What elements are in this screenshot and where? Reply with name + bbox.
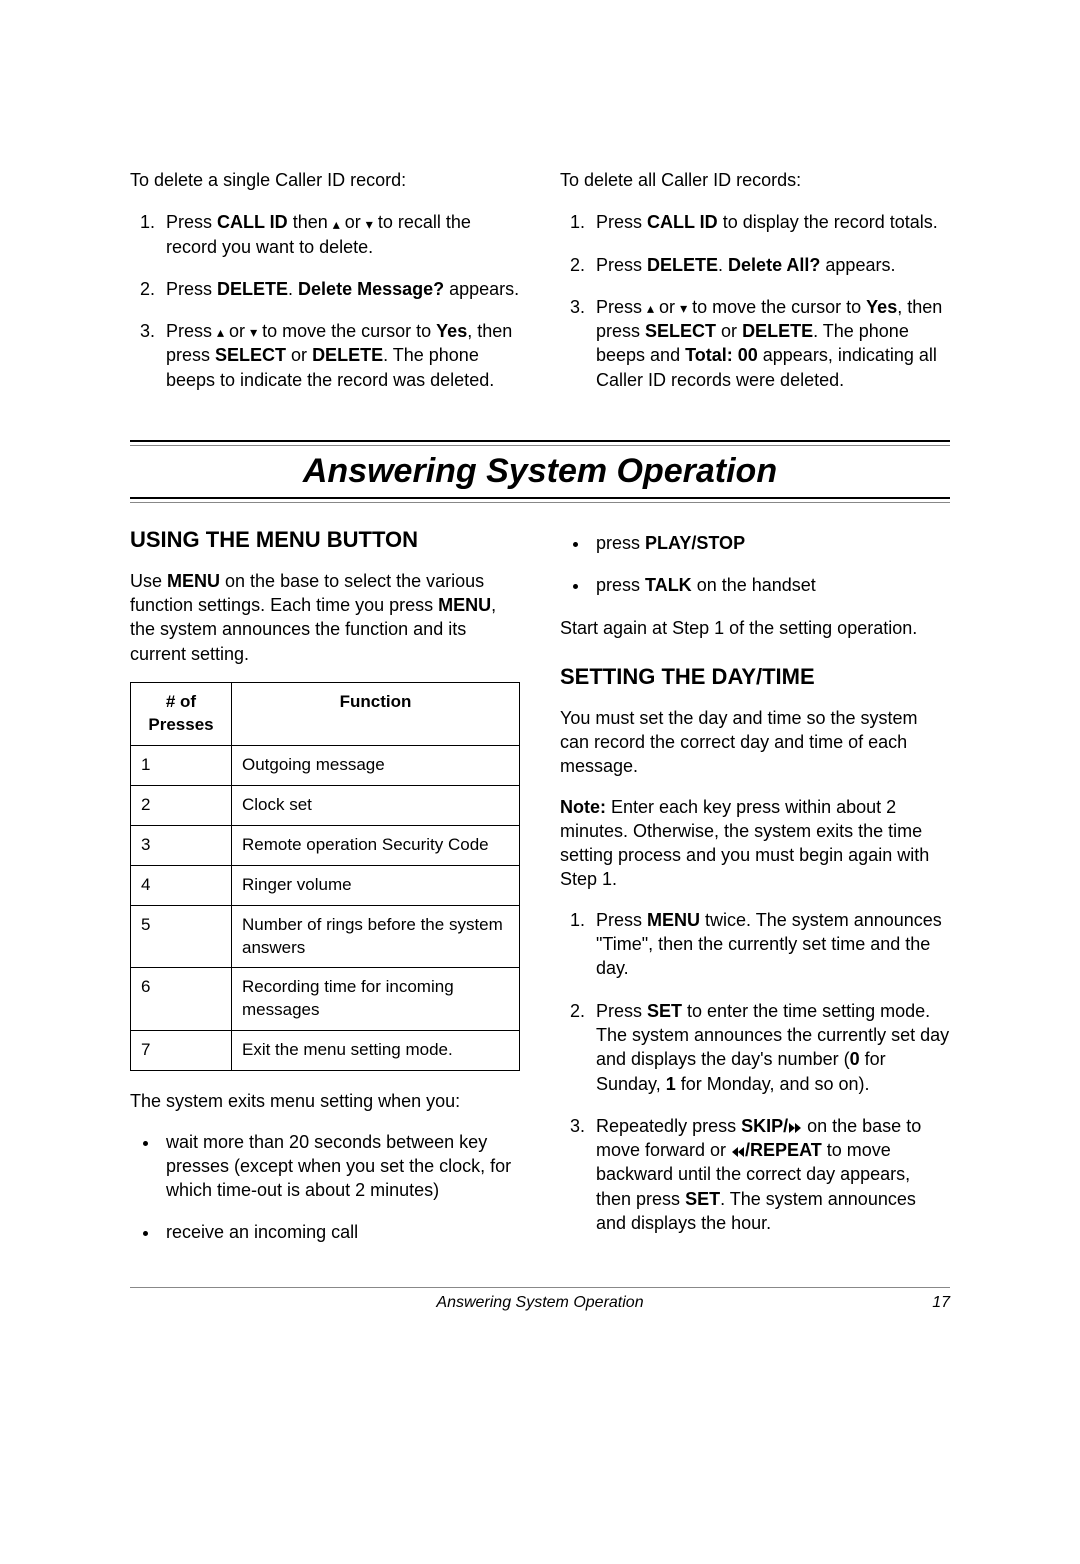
- list-item: wait more than 20 seconds between key pr…: [160, 1130, 520, 1203]
- table-row: 3Remote operation Security Code: [131, 825, 520, 865]
- list-item: Press CALL ID to display the record tota…: [590, 210, 950, 234]
- page-number: 17: [932, 1294, 950, 1312]
- delete-all-intro: To delete all Caller ID records:: [560, 168, 950, 192]
- answering-system-columns: USING THE MENU BUTTON Use MENU on the ba…: [130, 503, 950, 1263]
- table-cell-presses: 1: [131, 745, 232, 785]
- section-divider: Answering System Operation: [130, 440, 950, 503]
- delete-all-steps: Press CALL ID to display the record tota…: [560, 210, 950, 392]
- delete-single-intro: To delete a single Caller ID record:: [130, 168, 520, 192]
- table-header-presses: # of Presses: [131, 682, 232, 745]
- footer-title: Answering System Operation: [436, 1294, 643, 1311]
- exit-menu-bullets-cont: press PLAY/STOP press TALK on the handse…: [560, 531, 950, 598]
- list-item: Press ▴ or ▾ to move the cursor to Yes, …: [590, 295, 950, 392]
- day-time-desc: You must set the day and time so the sys…: [560, 706, 950, 779]
- list-item: press TALK on the handset: [590, 573, 950, 597]
- list-item: Press MENU twice. The system announces "…: [590, 908, 950, 981]
- table-cell-function: Outgoing message: [232, 745, 520, 785]
- list-item: receive an incoming call: [160, 1220, 520, 1244]
- section-title: Answering System Operation: [303, 452, 777, 490]
- table-cell-presses: 7: [131, 1031, 232, 1071]
- table-cell-presses: 2: [131, 785, 232, 825]
- table-cell-function: Ringer volume: [232, 865, 520, 905]
- table-row: 1Outgoing message: [131, 745, 520, 785]
- exit-menu-bullets: wait more than 20 seconds between key pr…: [130, 1130, 520, 1245]
- down-icon: ▾: [366, 217, 373, 231]
- list-item: Press ▴ or ▾ to move the cursor to Yes, …: [160, 319, 520, 392]
- delete-single-steps: Press CALL ID then ▴ or ▾ to recall the …: [130, 210, 520, 392]
- table-row: 2Clock set: [131, 785, 520, 825]
- fast-forward-icon: [788, 1122, 802, 1134]
- rewind-icon: [731, 1146, 745, 1158]
- using-menu-heading: USING THE MENU BUTTON: [130, 525, 520, 555]
- exit-menu-intro: The system exits menu setting when you:: [130, 1089, 520, 1113]
- delete-all-col: To delete all Caller ID records: Press C…: [560, 168, 950, 410]
- delete-record-columns: To delete a single Caller ID record: Pre…: [130, 168, 950, 410]
- table-header-function: Function: [232, 682, 520, 745]
- setting-day-time-heading: SETTING THE DAY/TIME: [560, 662, 950, 692]
- table-cell-function: Exit the menu setting mode.: [232, 1031, 520, 1071]
- day-time-col: press PLAY/STOP press TALK on the handse…: [560, 503, 950, 1263]
- manual-page: To delete a single Caller ID record: Pre…: [0, 0, 1080, 1564]
- list-item: press PLAY/STOP: [590, 531, 950, 555]
- list-item: Repeatedly press SKIP/ on the base to mo…: [590, 1114, 950, 1235]
- table-cell-presses: 4: [131, 865, 232, 905]
- list-item: Press SET to enter the time setting mode…: [590, 999, 950, 1096]
- table-cell-function: Clock set: [232, 785, 520, 825]
- table-cell-function: Remote operation Security Code: [232, 825, 520, 865]
- using-menu-desc: Use MENU on the base to select the vario…: [130, 569, 520, 666]
- up-icon: ▴: [217, 325, 224, 339]
- table-cell-presses: 3: [131, 825, 232, 865]
- menu-function-table: # of Presses Function 1Outgoing message2…: [130, 682, 520, 1071]
- table-cell-presses: 6: [131, 968, 232, 1031]
- list-item: Press DELETE. Delete All? appears.: [590, 253, 950, 277]
- up-icon: ▴: [333, 217, 340, 231]
- table-cell-function: Number of rings before the system answer…: [232, 905, 520, 968]
- table-row: # of Presses Function: [131, 682, 520, 745]
- footer-rule: [130, 1287, 950, 1288]
- table-row: 4Ringer volume: [131, 865, 520, 905]
- table-cell-presses: 5: [131, 905, 232, 968]
- day-time-note: Note: Enter each key press within about …: [560, 795, 950, 892]
- table-row: 5Number of rings before the system answe…: [131, 905, 520, 968]
- table-cell-function: Recording time for incoming messages: [232, 968, 520, 1031]
- start-again-text: Start again at Step 1 of the setting ope…: [560, 616, 950, 640]
- day-time-steps: Press MENU twice. The system announces "…: [560, 908, 950, 1236]
- list-item: Press DELETE. Delete Message? appears.: [160, 277, 520, 301]
- up-icon: ▴: [647, 301, 654, 315]
- menu-button-col: USING THE MENU BUTTON Use MENU on the ba…: [130, 503, 520, 1263]
- table-row: 7Exit the menu setting mode.: [131, 1031, 520, 1071]
- page-footer: Answering System Operation 17: [130, 1294, 950, 1312]
- table-row: 6Recording time for incoming messages: [131, 968, 520, 1031]
- list-item: Press CALL ID then ▴ or ▾ to recall the …: [160, 210, 520, 259]
- delete-single-col: To delete a single Caller ID record: Pre…: [130, 168, 520, 410]
